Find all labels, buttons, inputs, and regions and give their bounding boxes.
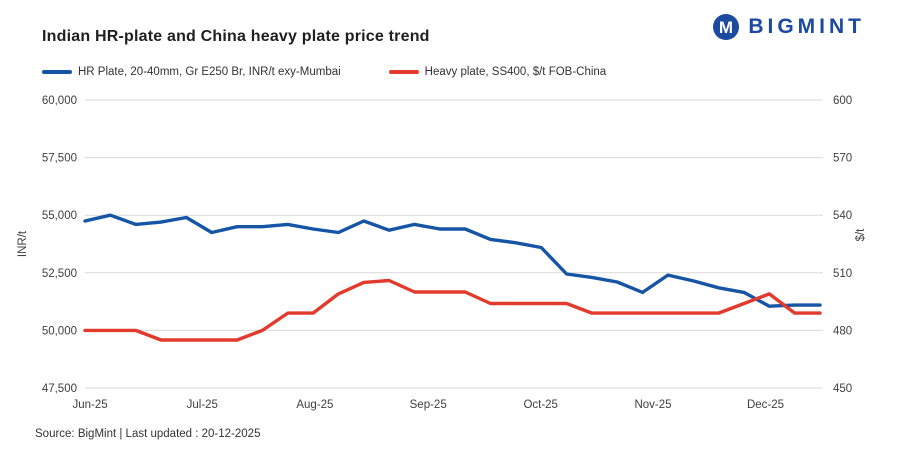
svg-text:$/t: $/t [855, 228, 867, 242]
svg-text:Oct-25: Oct-25 [523, 399, 558, 411]
svg-text:57,500: 57,500 [42, 153, 77, 165]
svg-text:Sep-25: Sep-25 [410, 399, 447, 411]
legend-item-hr-plate: HR Plate, 20-40mm, Gr E250 Br, INR/t exy… [42, 66, 341, 78]
svg-text:55,000: 55,000 [42, 210, 77, 222]
svg-text:Aug-25: Aug-25 [296, 399, 333, 411]
hr-plate-line-swatch [42, 70, 72, 74]
svg-text:Nov-25: Nov-25 [634, 399, 671, 411]
bigmint-logo: M BIGMINT [711, 12, 865, 42]
svg-text:Dec-25: Dec-25 [747, 399, 784, 411]
svg-text:52,500: 52,500 [42, 268, 77, 280]
source-caption: Source: BigMint | Last updated : 20-12-2… [35, 428, 261, 440]
legend-label: Heavy plate, SS400, $/t FOB-China [424, 66, 607, 78]
heavy-plate-line-swatch [388, 70, 419, 74]
svg-text:60,000: 60,000 [42, 95, 77, 107]
svg-text:Jun-25: Jun-25 [73, 399, 108, 411]
svg-text:600: 600 [833, 95, 852, 107]
svg-text:480: 480 [833, 325, 852, 337]
svg-text:INR/t: INR/t [17, 230, 29, 257]
svg-text:M: M [719, 18, 733, 37]
chart-legend: HR Plate, 20-40mm, Gr E250 Br, INR/t exy… [42, 66, 654, 78]
legend-label: HR Plate, 20-40mm, Gr E250 Br, INR/t exy… [78, 66, 341, 78]
page-title: Indian HR-plate and China heavy plate pr… [42, 28, 430, 45]
svg-text:450: 450 [833, 383, 852, 395]
svg-text:540: 540 [833, 210, 852, 222]
svg-text:Jul-25: Jul-25 [187, 399, 218, 411]
bigmint-logo-text: BIGMINT [748, 15, 865, 38]
legend-item-heavy-plate: Heavy plate, SS400, $/t FOB-China [388, 66, 607, 78]
bigmint-circle-m-icon: M [713, 14, 740, 40]
svg-text:510: 510 [833, 268, 852, 280]
svg-text:50,000: 50,000 [42, 325, 77, 337]
svg-text:47,500: 47,500 [42, 383, 77, 395]
svg-text:570: 570 [833, 153, 852, 165]
